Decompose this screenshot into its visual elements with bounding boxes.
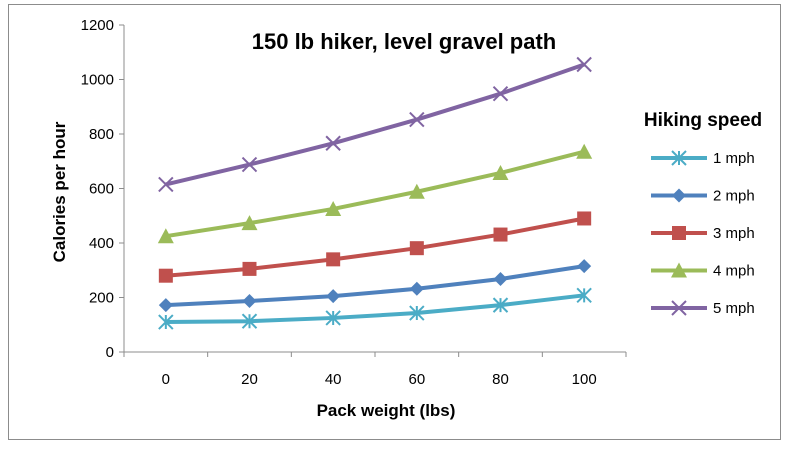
data-point <box>492 85 509 102</box>
chart-title: 150 lb hiker, level gravel path <box>252 29 557 54</box>
legend-label: 2 mph <box>713 188 755 205</box>
data-point <box>241 156 258 173</box>
legend-marker <box>671 300 687 316</box>
data-point <box>576 287 592 304</box>
y-tick-label: 1000 <box>81 72 114 89</box>
data-point <box>326 289 341 304</box>
legend-item-3: 3 mph <box>651 225 755 242</box>
data-point <box>493 227 508 242</box>
y-tick-label: 400 <box>89 235 114 252</box>
data-point <box>409 305 425 321</box>
series-3 <box>158 211 592 283</box>
data-point <box>408 183 425 199</box>
x-axis-title: Pack weight (lbs) <box>317 401 456 420</box>
legend-label: 4 mph <box>713 263 755 280</box>
data-point <box>409 281 424 296</box>
axes: 0 200 400 600 800 1000 1200 0 20 40 60 80 100 <box>81 17 627 388</box>
data-point <box>325 135 341 151</box>
data-point <box>158 268 173 283</box>
x-tick-label: 40 <box>325 371 342 388</box>
y-axis-title: Calories per hour <box>50 121 69 262</box>
series-line <box>165 293 585 325</box>
data-point <box>409 111 425 128</box>
y-tick-label: 800 <box>89 126 114 143</box>
legend-item-2: 2 mph <box>651 188 755 205</box>
data-point <box>242 261 257 276</box>
series-line <box>165 216 585 278</box>
series-1 <box>158 287 592 330</box>
legend-label: 1 mph <box>713 150 755 167</box>
series-layer <box>157 56 593 330</box>
legend-label: 5 mph <box>713 300 755 317</box>
x-tick-label: 100 <box>572 371 597 388</box>
legend: 1 mph 2 mph 3 mph 4 mph 5 mph <box>651 150 755 317</box>
legend-marker <box>671 150 687 166</box>
series-line <box>165 149 585 239</box>
data-point <box>577 211 592 226</box>
y-tick-label: 1200 <box>81 17 114 34</box>
x-tick-label: 0 <box>162 371 170 388</box>
legend-marker <box>671 262 687 278</box>
data-point <box>158 314 174 330</box>
legend-title: Hiking speed <box>644 110 762 131</box>
data-point <box>576 143 593 159</box>
y-tick-label: 200 <box>89 290 114 307</box>
legend-item-1: 1 mph <box>651 150 755 167</box>
y-tick-label: 600 <box>89 181 114 198</box>
data-point <box>577 259 592 274</box>
y-tick-label: 0 <box>106 344 114 361</box>
data-point <box>158 176 174 193</box>
data-point <box>325 200 342 216</box>
legend-item-4: 4 mph <box>651 262 755 280</box>
data-point <box>157 228 174 244</box>
series-5 <box>158 56 592 193</box>
data-point <box>493 271 508 286</box>
data-point <box>576 56 592 73</box>
data-point <box>158 298 173 313</box>
line-chart: 150 lb hiker, level gravel path Calories… <box>50 17 762 420</box>
legend-marker <box>672 226 686 240</box>
series-line <box>165 264 585 308</box>
data-point <box>409 241 424 256</box>
data-point <box>325 310 341 326</box>
data-point <box>492 297 509 313</box>
chart-frame: 150 lb hiker, level gravel path Calories… <box>8 4 781 440</box>
data-point <box>492 164 509 180</box>
x-tick-label: 60 <box>408 371 425 388</box>
legend-item-5: 5 mph <box>651 300 755 317</box>
data-point <box>241 215 258 231</box>
x-tick-label: 80 <box>492 371 509 388</box>
series-2 <box>158 259 592 313</box>
series-4 <box>157 143 593 244</box>
data-point <box>241 313 258 329</box>
legend-label: 3 mph <box>713 225 755 242</box>
legend-marker <box>672 188 686 203</box>
data-point <box>242 294 257 309</box>
data-point <box>326 252 341 267</box>
series-line <box>165 62 585 187</box>
x-tick-label: 20 <box>241 371 258 388</box>
